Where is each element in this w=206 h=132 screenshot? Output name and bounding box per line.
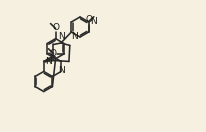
- Text: O: O: [52, 23, 59, 32]
- Text: N: N: [71, 32, 78, 41]
- Text: N: N: [59, 66, 65, 75]
- Text: N: N: [58, 32, 65, 41]
- Text: N: N: [90, 17, 97, 26]
- Text: O: O: [49, 49, 56, 58]
- Text: O: O: [85, 15, 92, 24]
- Text: N: N: [45, 57, 52, 66]
